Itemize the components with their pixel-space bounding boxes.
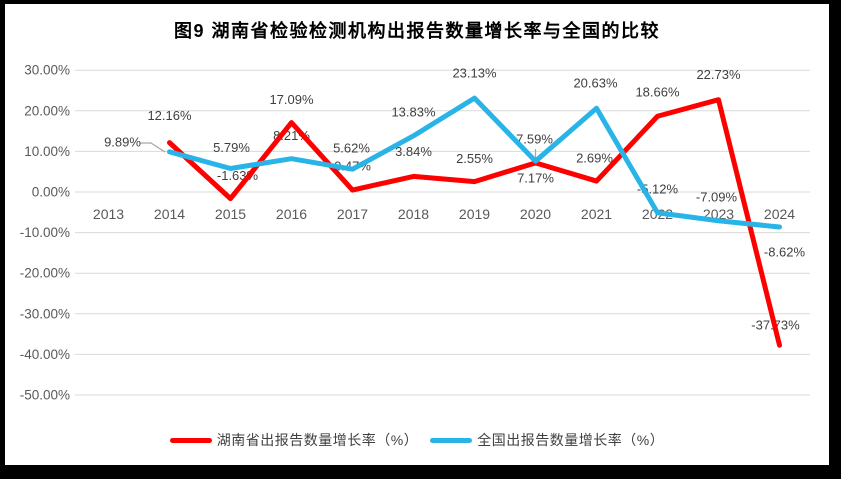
data-label: 5.62% — [333, 141, 370, 156]
data-label: 23.13% — [452, 66, 497, 81]
chart-legend: 湖南省出报告数量增长率（%） 全国出报告数量增长率（%） — [5, 430, 829, 450]
y-axis-tick-label: 30.00% — [24, 63, 70, 78]
y-axis-tick-label: 20.00% — [24, 103, 70, 118]
data-label: 12.16% — [147, 108, 192, 123]
plot-area: 30.00% 20.00% 10.00% 0.00% -10.00% -20.00% -30… — [20, 63, 810, 403]
data-label: 7.59% — [516, 132, 553, 147]
data-label: 13.83% — [391, 104, 436, 119]
data-label: 17.09% — [269, 92, 314, 107]
y-axis-tick-label: -30.00% — [20, 306, 70, 321]
data-label: -7.09% — [696, 189, 738, 204]
series-line-national — [167, 95, 782, 230]
data-label: 9.89% — [104, 134, 141, 149]
x-axis-year-label: 2017 — [337, 206, 368, 222]
x-axis-year-label: 2016 — [276, 206, 307, 222]
data-label: 2.55% — [456, 151, 493, 166]
x-axis-year-label: 2020 — [520, 206, 551, 222]
legend-line-sample-hunan — [169, 437, 212, 443]
y-axis-tick-label: 0.00% — [32, 185, 70, 200]
legend-label-hunan: 湖南省出报告数量增长率（%） — [216, 432, 419, 448]
legend-item-hunan: 湖南省出报告数量增长率（%） — [169, 430, 419, 450]
data-label: 22.73% — [696, 67, 741, 82]
y-axis-tick-label: 10.00% — [24, 144, 70, 159]
legend-label-national: 全国出报告数量增长率（%） — [477, 432, 665, 448]
data-label: -8.62% — [764, 244, 806, 259]
data-label: 18.66% — [635, 85, 680, 100]
x-axis-year-label: 2024 — [764, 206, 795, 222]
x-axis-year-label: 2019 — [459, 206, 490, 222]
y-axis-tick-label: -10.00% — [20, 225, 70, 240]
legend-item-national: 全国出报告数量增长率（%） — [430, 430, 664, 450]
chart-canvas: 图9 湖南省检验检测机构出报告数量增长率与全国的比较 30.00% 20.00% 1… — [5, 4, 829, 465]
legend-line-sample-national — [430, 437, 473, 443]
data-label: 7.17% — [517, 170, 554, 185]
y-axis-tick-label: -50.00% — [20, 388, 70, 403]
x-axis-year-label: 2014 — [154, 206, 185, 222]
data-label: 3.84% — [395, 144, 432, 159]
data-label: 20.63% — [573, 76, 618, 91]
x-axis-year-label: 2013 — [93, 206, 124, 222]
chart-title: 图9 湖南省检验检测机构出报告数量增长率与全国的比较 — [173, 21, 660, 41]
data-label: 2.69% — [576, 151, 613, 166]
y-axis-tick-label: -40.00% — [20, 347, 70, 362]
x-axis-year-label: 2015 — [215, 206, 246, 222]
label-leader-line — [140, 142, 166, 153]
x-axis-year-label: 2021 — [581, 206, 612, 222]
x-axis-year-label: 2018 — [398, 206, 429, 222]
y-axis-tick-label: -20.00% — [20, 266, 70, 281]
series-line-hunan — [167, 97, 782, 348]
data-label: 5.79% — [213, 140, 250, 155]
